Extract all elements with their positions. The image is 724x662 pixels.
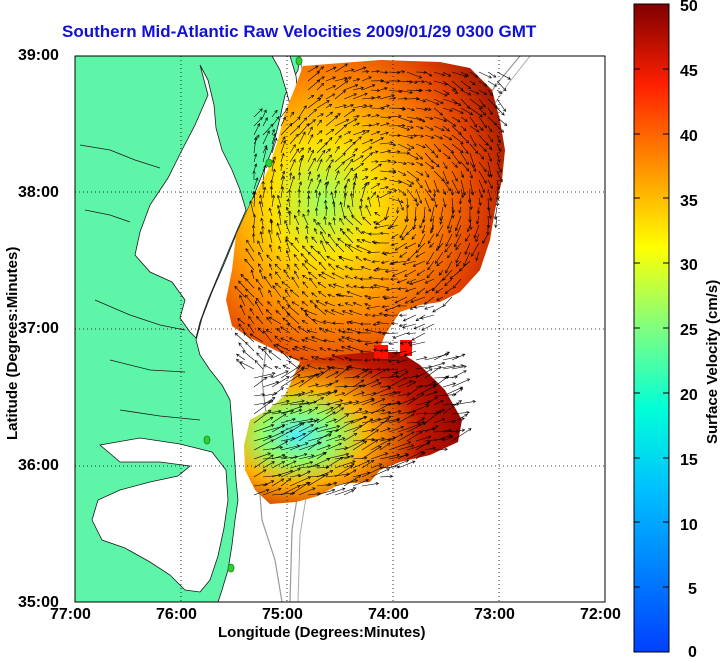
station-marker xyxy=(296,57,302,65)
station-marker xyxy=(266,159,272,167)
velocity-cell xyxy=(374,345,388,359)
station-marker xyxy=(228,564,234,572)
station-marker xyxy=(204,436,210,444)
